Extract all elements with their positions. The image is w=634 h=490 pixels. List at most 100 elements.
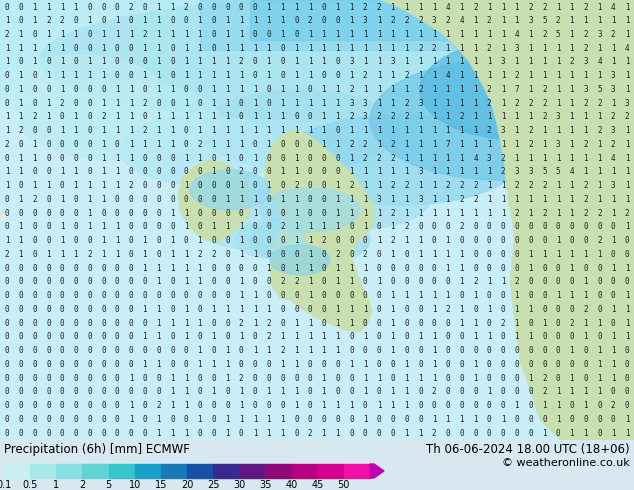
Text: 1: 1	[460, 168, 464, 176]
Text: 1: 1	[129, 85, 133, 94]
Text: 1: 1	[294, 401, 299, 410]
Text: 2: 2	[501, 154, 505, 163]
Text: 1: 1	[280, 2, 285, 11]
Text: 0: 0	[583, 373, 588, 383]
Text: 1: 1	[198, 16, 202, 25]
Text: 0: 0	[473, 236, 478, 245]
Text: 1: 1	[335, 85, 340, 94]
Text: 1: 1	[460, 305, 464, 314]
Text: 0: 0	[115, 291, 120, 300]
Text: 1: 1	[335, 195, 340, 204]
Text: 0: 0	[115, 209, 120, 218]
Text: 1: 1	[321, 332, 327, 342]
Text: 0: 0	[391, 428, 395, 438]
Text: 0: 0	[528, 222, 533, 231]
Text: 0: 0	[335, 236, 340, 245]
Text: 0: 0	[198, 291, 202, 300]
Text: 1: 1	[611, 195, 616, 204]
Text: 1: 1	[501, 44, 505, 53]
Text: 1: 1	[129, 415, 133, 424]
Text: 1: 1	[597, 16, 602, 25]
Text: 0: 0	[211, 2, 216, 11]
Text: 0: 0	[239, 428, 243, 438]
Text: 1: 1	[391, 71, 395, 80]
Text: 1: 1	[418, 236, 423, 245]
Text: 0: 0	[624, 236, 630, 245]
Text: 1: 1	[624, 305, 630, 314]
Text: 3: 3	[556, 112, 560, 122]
Text: Precipitation (6h) [mm] ECMWF: Precipitation (6h) [mm] ECMWF	[4, 443, 190, 456]
Text: 0: 0	[542, 236, 547, 245]
Text: 0: 0	[391, 373, 395, 383]
Text: 0: 0	[473, 401, 478, 410]
Text: 0: 0	[597, 222, 602, 231]
Text: 1: 1	[46, 2, 51, 11]
Text: 1: 1	[60, 57, 65, 67]
Text: 1: 1	[569, 16, 574, 25]
Text: 0: 0	[129, 250, 133, 259]
Text: 0: 0	[87, 85, 92, 94]
Text: 1: 1	[198, 236, 202, 245]
Text: 1: 1	[4, 236, 10, 245]
Text: 3: 3	[487, 154, 491, 163]
Ellipse shape	[40, 0, 600, 120]
Text: 0: 0	[18, 57, 23, 67]
Text: 1: 1	[597, 195, 602, 204]
Text: 1: 1	[597, 250, 602, 259]
Text: 1: 1	[184, 401, 188, 410]
Text: 0: 0	[87, 112, 92, 122]
Text: 1: 1	[597, 373, 602, 383]
Text: 0: 0	[32, 318, 37, 327]
Ellipse shape	[250, 215, 370, 265]
Text: 1: 1	[473, 112, 478, 122]
Text: 1: 1	[377, 85, 381, 94]
Text: 1: 1	[294, 44, 299, 53]
Text: 1: 1	[446, 30, 450, 39]
Text: 1: 1	[225, 222, 230, 231]
Text: 1: 1	[528, 57, 533, 67]
Text: 1: 1	[74, 250, 78, 259]
Text: 0: 0	[253, 332, 257, 342]
Text: 0: 0	[501, 401, 505, 410]
Text: 1: 1	[528, 112, 533, 122]
Text: 1: 1	[556, 195, 560, 204]
Text: 1: 1	[528, 154, 533, 163]
Text: 0: 0	[514, 387, 519, 396]
Text: 0: 0	[143, 291, 147, 300]
Text: 0: 0	[4, 154, 10, 163]
Text: 1: 1	[225, 71, 230, 80]
Text: 0: 0	[87, 126, 92, 135]
Text: 2: 2	[60, 16, 65, 25]
Text: 0: 0	[184, 16, 188, 25]
Text: 0: 0	[46, 360, 51, 369]
Text: 1: 1	[556, 181, 560, 190]
Text: 10: 10	[129, 480, 141, 490]
Text: 0: 0	[74, 222, 78, 231]
Text: 0: 0	[280, 305, 285, 314]
Text: 1: 1	[321, 98, 327, 108]
Text: 0: 0	[377, 318, 381, 327]
Text: 2: 2	[280, 222, 285, 231]
Text: 0: 0	[556, 222, 560, 231]
Text: 1: 1	[156, 277, 161, 286]
Text: 0: 0	[307, 195, 313, 204]
Text: 1: 1	[115, 222, 120, 231]
Text: 1: 1	[294, 264, 299, 272]
Text: 0: 0	[74, 277, 78, 286]
Text: 0: 0	[115, 264, 120, 272]
Text: 1: 1	[156, 415, 161, 424]
Text: 1: 1	[198, 44, 202, 53]
Text: 1: 1	[514, 318, 519, 327]
Text: 1: 1	[391, 250, 395, 259]
Text: 0: 0	[307, 112, 313, 122]
Text: 0: 0	[349, 387, 354, 396]
Text: 1: 1	[528, 209, 533, 218]
Text: 1: 1	[198, 57, 202, 67]
Text: 0: 0	[74, 318, 78, 327]
Text: 1: 1	[4, 112, 10, 122]
Text: 0: 0	[446, 360, 450, 369]
Text: 0: 0	[60, 112, 65, 122]
Text: 1: 1	[46, 44, 51, 53]
Text: 1: 1	[225, 360, 230, 369]
Text: 0: 0	[87, 387, 92, 396]
